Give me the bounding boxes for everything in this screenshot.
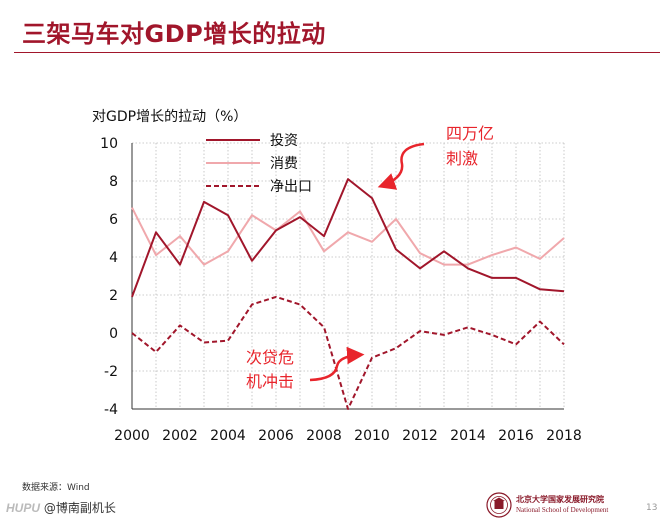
slide-title: 三架马车对GDP增长的拉动 [22, 20, 326, 48]
annotation-crisis-text: 机冲击 [246, 372, 294, 391]
legend-label: 净出口 [270, 179, 312, 195]
footer-watermark: HUPU @博南副机长 [6, 499, 116, 516]
x-tick-label: 2014 [450, 428, 486, 444]
x-tick-label: 2010 [354, 428, 390, 444]
school-logo: 北京大学国家发展研究院 National School of Developme… [486, 492, 636, 520]
annotation-stimulus-text: 刺激 [446, 149, 478, 168]
watermark-handle: @博南副机长 [43, 501, 116, 515]
x-tick-label: 2006 [258, 428, 294, 444]
y-tick-label: 0 [109, 326, 118, 342]
grid [132, 142, 565, 409]
x-tick-label: 2004 [210, 428, 246, 444]
logo-cn-name: 北京大学国家发展研究院 [516, 495, 604, 504]
y-tick-label: -4 [104, 402, 118, 418]
series-line-1 [131, 207, 565, 266]
y-tick-label: 6 [109, 212, 118, 228]
watermark-brand: HUPU [6, 501, 41, 515]
axes: -4 -2 0 2 4 6 8 10 2000 2002 2004 2006 2008 2010 2012 2… [100, 136, 582, 444]
data-source: 数据来源：Wind [22, 483, 90, 493]
x-tick-label: 2016 [498, 428, 534, 444]
annotation-crisis-text: 次贷危 [246, 348, 294, 367]
x-tick-label: 2012 [402, 428, 438, 444]
x-tick-label: 2018 [546, 428, 582, 444]
series-line-2 [131, 295, 565, 410]
y-tick-label: 2 [109, 288, 118, 304]
annotation-stimulus-text: 四万亿 [446, 124, 494, 143]
series-line-0 [131, 178, 565, 298]
y-tick-label: 10 [100, 136, 118, 152]
legend-label: 消费 [270, 156, 298, 172]
y-tick-label: 8 [109, 174, 118, 190]
y-tick-label: 4 [109, 250, 118, 266]
title-divider [14, 52, 660, 53]
annotation-stimulus-arrow [377, 142, 425, 190]
x-tick-label: 2002 [162, 428, 198, 444]
page-number: 13 [646, 503, 658, 513]
y-axis-label: 对GDP增长的拉动（%） [92, 109, 247, 125]
x-tick-label: 2008 [306, 428, 342, 444]
x-tick-label: 2000 [114, 428, 150, 444]
annotation-crisis-arrow [309, 346, 365, 382]
y-tick-label: -2 [104, 364, 118, 380]
legend-label: 投资 [270, 133, 298, 149]
logo-en-name: National School of Development [516, 506, 609, 514]
seal-icon [486, 492, 512, 518]
series-lines [131, 178, 565, 410]
